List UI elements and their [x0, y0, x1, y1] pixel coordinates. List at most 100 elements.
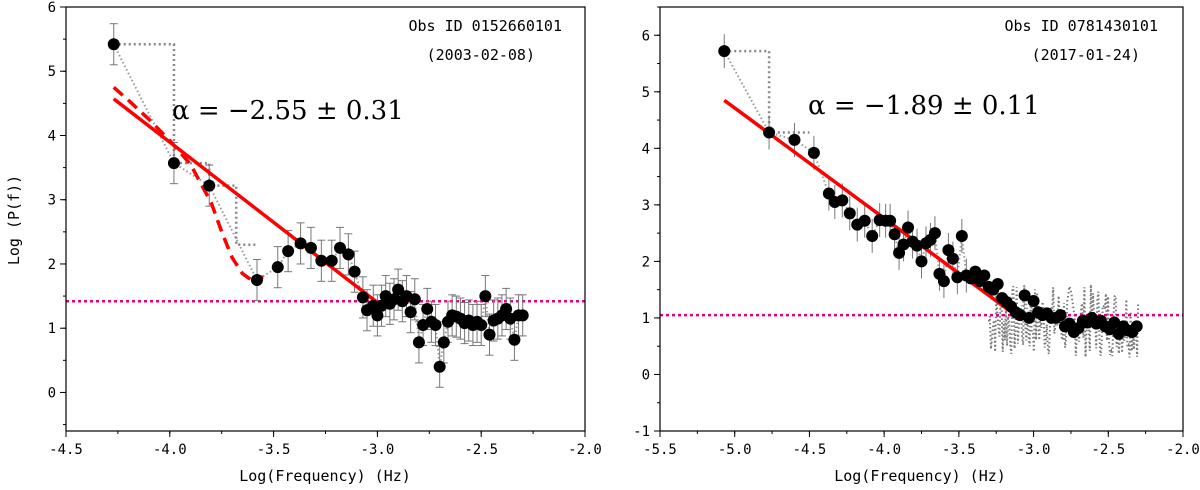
right-data-point	[969, 265, 982, 278]
left-y-tick-label: 5	[48, 64, 56, 80]
right-data-point	[763, 126, 776, 139]
right-data-point	[902, 221, 915, 234]
left-data-point	[271, 261, 284, 274]
right-data-point	[788, 133, 801, 146]
left-x-tick-label: -4.5	[49, 442, 83, 458]
right-step-trace	[724, 49, 810, 134]
right-data-point	[951, 271, 964, 284]
right-data-point	[915, 255, 928, 268]
left-fit-line	[112, 97, 383, 308]
right-data-point	[991, 278, 1004, 291]
right-data-point	[1130, 320, 1143, 333]
right-data-point	[1108, 316, 1121, 329]
right-y-tick-label: 3	[642, 198, 650, 214]
left-panel: -4.5 -4.0 -3.5 -3.0 -2.5 -2.0 0 1 2 3 4 5 6 Obs ID 0…	[5, 0, 602, 485]
left-step-trace	[113, 43, 257, 246]
right-x-tick-label: -3.5	[942, 442, 976, 458]
right-data-point	[928, 227, 941, 240]
left-y-tick-label: 3	[48, 193, 56, 209]
right-data-point	[1054, 309, 1067, 322]
left-data-point	[367, 299, 380, 312]
right-x-tick-label: -4.5	[793, 442, 827, 458]
left-data-point	[282, 245, 295, 258]
right-y-tick-label: 5	[642, 85, 650, 101]
left-ticks: -4.5 -4.0 -3.5 -3.0 -2.5 -2.0 0 1 2 3 4 5 6	[48, 0, 602, 458]
right-obs-id: Obs ID 0781430101	[1004, 17, 1158, 35]
left-x-tick-label: -2.0	[568, 442, 602, 458]
right-x-tick-label: -5.5	[643, 442, 677, 458]
left-data-point	[404, 306, 417, 319]
left-axes-frame	[65, 6, 586, 432]
right-obs-date: (2017-01-24)	[1032, 46, 1140, 64]
left-x-tick-label: -3.0	[361, 442, 395, 458]
right-data-point	[807, 146, 820, 159]
right-data-point	[866, 229, 879, 242]
left-data-point	[508, 333, 521, 346]
left-data-point	[479, 290, 492, 303]
left-x-tick-label: -3.5	[257, 442, 291, 458]
right-data-point	[955, 229, 968, 242]
left-plot-area	[66, 23, 585, 388]
left-y-tick-label: 0	[48, 385, 56, 401]
left-data-point	[475, 319, 488, 331]
right-data-point	[836, 194, 849, 207]
left-data-point	[433, 360, 446, 373]
left-data-point	[342, 248, 355, 261]
right-data-point	[888, 228, 901, 241]
right-data-point	[1023, 311, 1036, 324]
left-data-point	[429, 319, 442, 331]
right-data-point	[858, 214, 871, 227]
left-alpha-annotation: α = −2.55 ± 0.31	[172, 96, 404, 126]
right-data-point	[1027, 294, 1040, 307]
left-obs-id: Obs ID 0152660101	[408, 17, 562, 35]
left-data-point	[483, 328, 496, 341]
left-data-point	[371, 309, 384, 322]
right-y-tick-label: 4	[642, 141, 650, 157]
left-data-point	[356, 291, 369, 304]
right-axes-frame	[659, 6, 1184, 432]
left-data-point	[304, 241, 317, 254]
right-data-point	[884, 214, 897, 227]
right-x-tick-label: -4.0	[867, 442, 901, 458]
left-data-point	[203, 179, 216, 192]
left-data-point	[412, 336, 425, 349]
left-y-tick-label: 1	[48, 321, 56, 337]
left-data-point	[334, 241, 347, 254]
right-alpha-annotation: α = −1.89 ± 0.11	[808, 91, 1040, 121]
right-y-tick-label: 1	[642, 311, 650, 327]
right-y-tick-label: 6	[642, 28, 650, 44]
left-x-tick-label: -4.0	[153, 442, 187, 458]
left-data-point	[294, 237, 307, 250]
right-panel: -5.5 -5.0 -4.5 -4.0 -3.5 -3.0 -2.5 -2.0 -1 0 1 2 3 4 5…	[633, 6, 1200, 485]
left-y-tick-label: 4	[48, 128, 56, 144]
right-data-point	[1018, 289, 1031, 302]
left-x-axis-label: Log(Frequency) (Hz)	[239, 467, 411, 485]
left-data-point	[500, 302, 513, 315]
right-data-point	[937, 275, 950, 288]
right-data-point	[978, 269, 991, 282]
right-data-point	[946, 252, 959, 265]
left-y-axis-label: Log (P(f))	[5, 175, 23, 265]
left-data-point	[437, 336, 450, 349]
left-data-point	[516, 309, 529, 322]
left-y-tick-label: 6	[48, 0, 56, 16]
right-x-axis-label: Log(Frequency) (Hz)	[834, 467, 1006, 485]
left-data-point	[408, 293, 421, 306]
right-data-point	[718, 45, 731, 58]
left-data-point	[167, 157, 180, 170]
right-y-tick-label: 0	[642, 367, 650, 383]
left-data-point	[348, 265, 361, 278]
right-ticks: -5.5 -5.0 -4.5 -4.0 -3.5 -3.0 -2.5 -2.0 -1 0 1 2 3 4 5…	[633, 6, 1200, 458]
right-data-point	[843, 207, 856, 220]
left-fit-dashed-line	[112, 85, 264, 282]
left-x-tick-label: -2.5	[464, 442, 498, 458]
right-data-point	[822, 187, 835, 200]
left-data-point	[325, 254, 338, 267]
left-obs-date: (2003-02-08)	[427, 46, 535, 64]
left-data-point	[250, 274, 263, 287]
right-x-tick-label: -5.0	[718, 442, 752, 458]
right-y-tick-label: -1	[633, 424, 650, 440]
right-data-point	[911, 239, 924, 252]
left-y-tick-label: 2	[48, 257, 56, 273]
right-y-tick-label: 2	[642, 254, 650, 270]
